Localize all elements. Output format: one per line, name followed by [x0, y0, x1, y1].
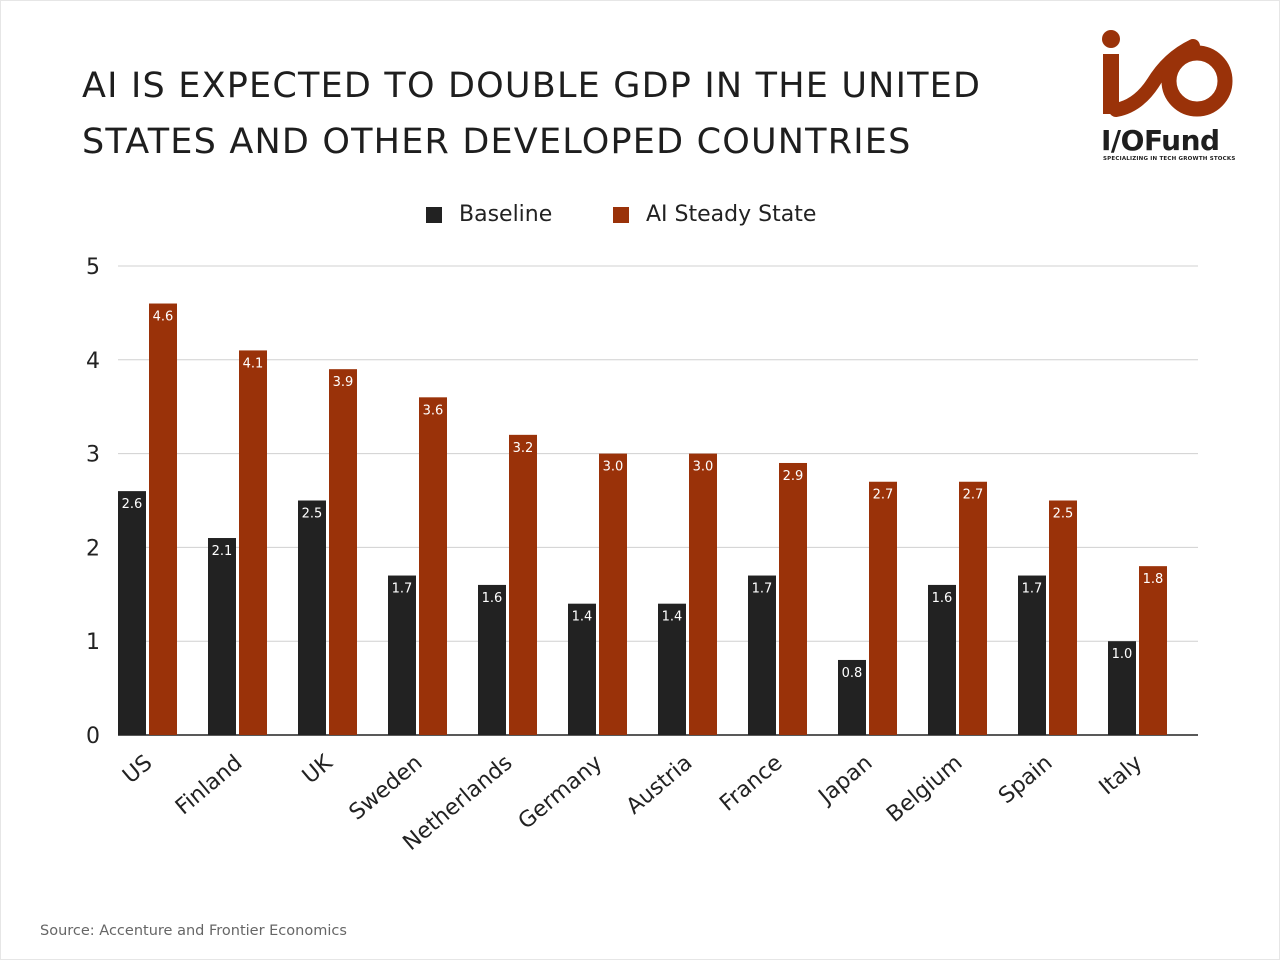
legend-label-ai-steady-state: AI Steady State [646, 202, 817, 227]
data-label-ai-steady-state-uk: 3.9 [333, 375, 354, 390]
x-tick-label-us: US [118, 750, 157, 788]
data-label-baseline-austria: 1.4 [662, 610, 683, 625]
data-label-baseline-spain: 1.7 [1022, 582, 1043, 597]
bar-baseline-uk [298, 500, 326, 735]
bar-ai-steady-state-japan [869, 481, 897, 735]
chart-title: AI IS EXPECTED TO DOUBLE GDP IN THE UNIT… [82, 58, 1072, 170]
data-label-baseline-france: 1.7 [752, 582, 773, 597]
data-label-ai-steady-state-austria: 3.0 [693, 460, 714, 475]
y-tick-label-1: 1 [86, 630, 100, 655]
bar-ai-steady-state-us [149, 303, 177, 735]
x-tick-label-uk: UK [298, 750, 338, 789]
data-label-baseline-netherlands: 1.6 [482, 591, 503, 606]
data-label-ai-steady-state-us: 4.6 [153, 310, 174, 325]
bar-baseline-netherlands [478, 584, 506, 735]
x-tick-label-sweden: Sweden [345, 750, 428, 825]
legend-swatch-ai-steady-state [613, 206, 629, 223]
bar-baseline-spain [1018, 575, 1046, 735]
data-label-baseline-uk: 2.5 [302, 507, 323, 522]
data-label-ai-steady-state-japan: 2.7 [873, 488, 894, 503]
data-label-ai-steady-state-belgium: 2.7 [963, 488, 984, 503]
data-label-ai-steady-state-italy: 1.8 [1143, 572, 1164, 587]
data-label-baseline-belgium: 1.6 [932, 591, 953, 606]
title-line-1: AI IS EXPECTED TO DOUBLE GDP IN THE UNIT… [82, 66, 982, 106]
data-label-baseline-japan: 0.8 [842, 666, 863, 681]
bar-ai-steady-state-italy [1139, 566, 1167, 735]
source-note: Source: Accenture and Frontier Economics [40, 923, 347, 939]
data-label-ai-steady-state-finland: 4.1 [243, 356, 264, 371]
bar-baseline-sweden [388, 575, 416, 735]
data-label-baseline-sweden: 1.7 [392, 582, 413, 597]
bar-ai-steady-state-netherlands [509, 434, 537, 735]
x-tick-label-austria: Austria [622, 750, 698, 819]
bar-ai-steady-state-france [779, 462, 807, 735]
y-tick-label-3: 3 [86, 443, 100, 468]
bar-ai-steady-state-sweden [419, 397, 447, 735]
y-tick-label-5: 5 [86, 255, 100, 280]
logo-tagline: SPECIALIZING IN TECH GROWTH STOCKS [1103, 156, 1236, 162]
data-label-ai-steady-state-france: 2.9 [783, 469, 804, 484]
legend-item-ai-steady-state: AI Steady State [613, 202, 816, 227]
io-logo-icon [1102, 30, 1233, 117]
legend-swatch-baseline [426, 206, 442, 223]
bar-baseline-italy [1108, 641, 1136, 735]
bar-ai-steady-state-finland [239, 350, 267, 735]
title-line-2: STATES AND OTHER DEVELOPED COUNTRIES [82, 122, 912, 162]
x-tick-label-belgium: Belgium [882, 750, 967, 827]
y-tick-label-0: 0 [86, 724, 100, 749]
x-tick-label-germany: Germany [514, 750, 608, 834]
bar-baseline-austria [658, 603, 686, 735]
data-label-ai-steady-state-sweden: 3.6 [423, 403, 444, 418]
data-label-baseline-italy: 1.0 [1112, 647, 1133, 662]
iofund-logo: I/OFund SPECIALIZING IN TECH GROWTH STOC… [1098, 28, 1238, 168]
y-tick-label-4: 4 [86, 349, 100, 374]
data-label-ai-steady-state-netherlands: 3.2 [513, 441, 534, 456]
bar-baseline-japan [838, 659, 866, 735]
data-label-baseline-us: 2.6 [122, 497, 143, 512]
bar-baseline-us [118, 491, 146, 735]
bar-ai-steady-state-spain [1049, 500, 1077, 735]
bar-ai-steady-state-belgium [959, 481, 987, 735]
x-tick-label-france: France [715, 750, 787, 816]
x-tick-label-spain: Spain [994, 750, 1057, 809]
data-label-ai-steady-state-spain: 2.5 [1053, 507, 1074, 522]
data-label-baseline-finland: 2.1 [212, 544, 233, 559]
x-tick-label-japan: Japan [813, 750, 878, 810]
bar-chart: 0 1 2 3 4 5 2.6 4.6 US 2.1 4.1 Finland 2.5 3.9 UK 1.7 3.… [86, 255, 1198, 856]
bar-baseline-germany [568, 603, 596, 735]
bar-ai-steady-state-austria [689, 453, 717, 735]
x-tick-label-italy: Italy [1095, 750, 1148, 800]
data-label-ai-steady-state-germany: 3.0 [603, 460, 624, 475]
bar-ai-steady-state-germany [599, 453, 627, 735]
bar-ai-steady-state-uk [329, 369, 357, 735]
bar-baseline-finland [208, 538, 236, 735]
x-tick-label-finland: Finland [171, 750, 247, 820]
y-tick-label-2: 2 [86, 536, 100, 561]
legend-label-baseline: Baseline [459, 202, 553, 227]
data-label-baseline-germany: 1.4 [572, 610, 593, 625]
logo-brand-text: I/OFund [1101, 124, 1220, 157]
bar-baseline-belgium [928, 584, 956, 735]
bar-baseline-france [748, 575, 776, 735]
legend-item-baseline: Baseline [426, 202, 552, 227]
